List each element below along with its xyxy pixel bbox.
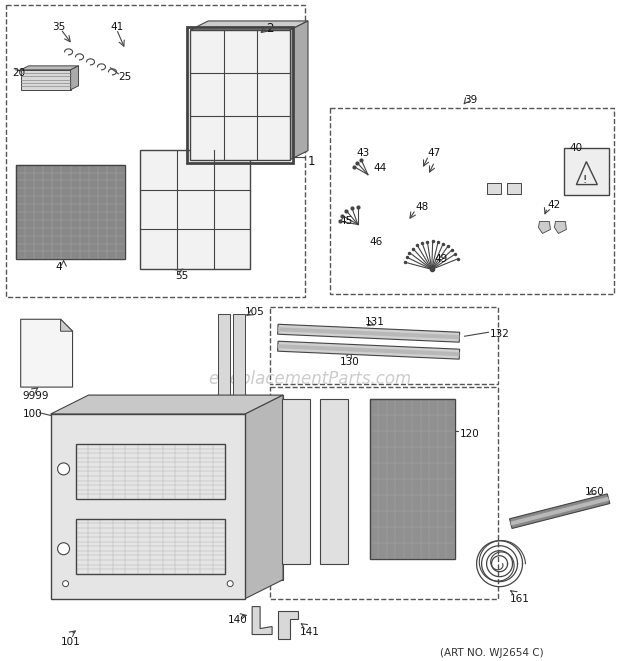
Polygon shape xyxy=(20,66,79,70)
Text: 43: 43 xyxy=(357,147,370,158)
Polygon shape xyxy=(282,399,310,564)
Circle shape xyxy=(227,580,233,587)
Polygon shape xyxy=(20,319,73,387)
Text: (ART NO. WJ2654 C): (ART NO. WJ2654 C) xyxy=(440,648,543,658)
Text: 105: 105 xyxy=(245,307,265,317)
Text: 2: 2 xyxy=(266,22,273,35)
Bar xyxy=(187,27,293,163)
Bar xyxy=(16,165,125,259)
Text: 40: 40 xyxy=(569,143,583,153)
Polygon shape xyxy=(278,341,459,359)
Polygon shape xyxy=(538,221,551,233)
Polygon shape xyxy=(554,221,567,233)
Bar xyxy=(76,444,225,499)
Polygon shape xyxy=(20,70,71,90)
Bar xyxy=(270,387,498,599)
Text: 44: 44 xyxy=(374,163,387,173)
Polygon shape xyxy=(245,395,283,599)
Bar xyxy=(76,519,225,574)
Text: !: ! xyxy=(582,175,587,184)
Bar xyxy=(76,519,225,574)
Polygon shape xyxy=(61,319,73,331)
Bar xyxy=(370,399,454,559)
Text: 140: 140 xyxy=(228,615,248,625)
Text: 132: 132 xyxy=(490,329,510,339)
Polygon shape xyxy=(278,327,459,339)
Text: 25: 25 xyxy=(118,72,131,82)
Text: 160: 160 xyxy=(585,487,604,497)
Text: 47: 47 xyxy=(428,147,441,158)
Polygon shape xyxy=(252,607,272,635)
Polygon shape xyxy=(190,21,308,30)
Polygon shape xyxy=(278,611,298,639)
Bar xyxy=(218,314,230,449)
Bar xyxy=(270,307,498,384)
Text: 9999: 9999 xyxy=(23,391,49,401)
Text: 49: 49 xyxy=(435,254,448,264)
Text: 4: 4 xyxy=(56,262,62,272)
Bar xyxy=(51,414,245,599)
Bar xyxy=(76,444,225,499)
Text: 48: 48 xyxy=(416,202,429,212)
Text: 45: 45 xyxy=(340,217,353,227)
Polygon shape xyxy=(290,21,308,159)
Text: 130: 130 xyxy=(340,357,360,367)
Text: 20: 20 xyxy=(12,68,26,78)
Polygon shape xyxy=(278,325,459,342)
Polygon shape xyxy=(51,395,283,414)
Text: 42: 42 xyxy=(547,200,560,210)
Text: 141: 141 xyxy=(300,627,320,637)
Circle shape xyxy=(63,580,69,587)
Polygon shape xyxy=(320,399,348,564)
Bar xyxy=(330,108,614,294)
Bar xyxy=(16,165,125,259)
Text: 161: 161 xyxy=(510,594,529,603)
Text: 35: 35 xyxy=(53,22,66,32)
Text: 39: 39 xyxy=(464,95,478,105)
Polygon shape xyxy=(510,494,610,528)
Circle shape xyxy=(58,543,69,555)
Text: 131: 131 xyxy=(365,317,385,327)
Polygon shape xyxy=(510,497,609,525)
Text: 1: 1 xyxy=(308,155,316,168)
Polygon shape xyxy=(278,344,459,356)
Bar xyxy=(507,182,521,194)
Text: 46: 46 xyxy=(370,237,383,247)
Bar xyxy=(190,30,290,159)
Text: eReplacementParts.com: eReplacementParts.com xyxy=(208,370,412,388)
Text: 100: 100 xyxy=(23,409,42,419)
Polygon shape xyxy=(71,66,79,90)
Text: 120: 120 xyxy=(459,429,479,439)
Bar xyxy=(370,399,454,559)
Bar xyxy=(6,5,305,297)
Text: 55: 55 xyxy=(175,272,188,282)
Bar xyxy=(140,149,250,270)
Bar xyxy=(564,147,609,194)
Bar xyxy=(233,314,245,449)
Text: 101: 101 xyxy=(61,637,81,646)
Bar xyxy=(487,182,500,194)
Circle shape xyxy=(58,463,69,475)
Text: 41: 41 xyxy=(110,22,124,32)
Bar xyxy=(89,395,283,580)
